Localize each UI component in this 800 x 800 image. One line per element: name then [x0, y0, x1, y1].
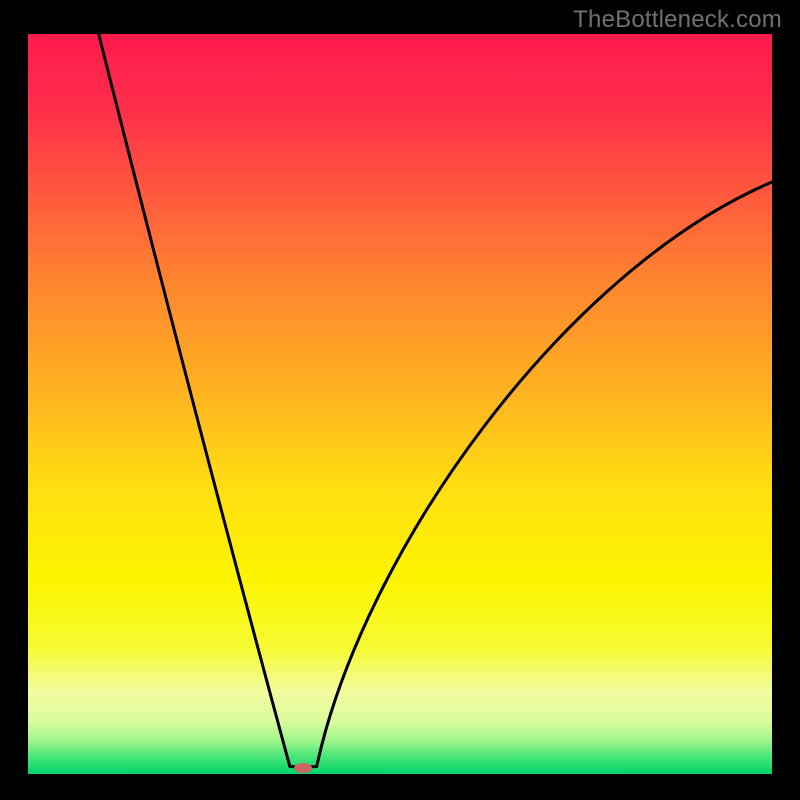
watermark-text: TheBottleneck.com [573, 6, 782, 34]
plot-area [28, 34, 772, 774]
chart-canvas: TheBottleneck.com [0, 0, 800, 800]
optimum-marker [294, 763, 312, 773]
bottleneck-curve [28, 34, 772, 774]
